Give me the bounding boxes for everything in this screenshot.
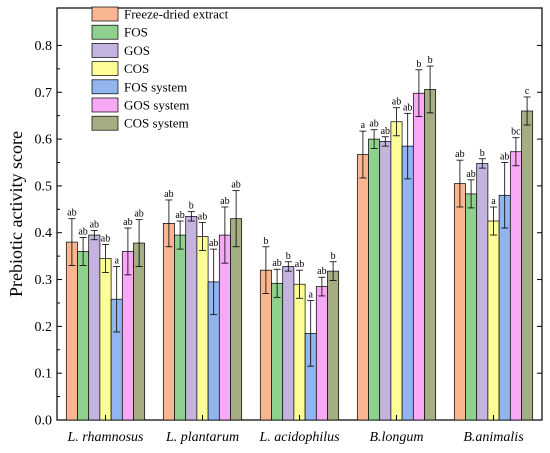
y-tick-label: 0.2 (35, 320, 53, 335)
y-tick-label: 0.0 (35, 414, 53, 429)
bar (315, 286, 328, 421)
significance-label: b (331, 251, 336, 262)
significance-label: a (114, 255, 119, 266)
legend-swatch (91, 79, 119, 95)
significance-label: bc (511, 127, 521, 138)
y-tick-label: 0.4 (35, 226, 53, 241)
significance-label: b (428, 55, 433, 66)
significance-label: ab (164, 189, 173, 200)
legend: Freeze-dried extract FOS GOS COS FOS system G… (91, 6, 229, 131)
significance-label: ab (101, 233, 110, 244)
significance-label: b (416, 59, 421, 70)
bar (196, 236, 209, 421)
x-axis: L. rhamnosus L. plantarum L. acidophilus B.… (67, 415, 524, 445)
bar (230, 218, 243, 421)
y-tick-label: 0.1 (35, 367, 53, 382)
bar (487, 220, 500, 421)
legend-swatch (91, 115, 119, 131)
significance-label: b (480, 148, 485, 159)
significance-label: b (189, 201, 194, 212)
y-axis: 0.0 0.1 0.2 0.3 0.4 0.5 0.6 0.7 0.8 (35, 39, 542, 429)
legend-swatch (91, 97, 119, 113)
significance-label: ab (123, 217, 132, 228)
legend-label: FOS (124, 25, 148, 40)
bar (356, 154, 369, 421)
significance-label: ab (500, 152, 509, 163)
bar (424, 89, 437, 421)
bar (412, 92, 425, 421)
significance-label: ab (403, 102, 412, 113)
bar (521, 110, 534, 421)
bar (453, 183, 466, 421)
significance-label: ab (231, 180, 240, 191)
legend-label: GOS system (124, 98, 189, 113)
category-label: B.longum (369, 430, 423, 445)
legend-label: GOS (124, 43, 150, 58)
bar (498, 194, 511, 421)
significance-label: ab (90, 219, 99, 230)
significance-label: ab (198, 211, 207, 222)
category-label: L. rhamnosus (67, 430, 145, 445)
legend-swatch (91, 6, 119, 22)
bar (174, 234, 187, 421)
bar (99, 258, 112, 421)
bar (401, 145, 414, 421)
bar (133, 242, 146, 421)
significance-label: ab (78, 226, 87, 237)
legend-swatch (91, 61, 119, 76)
significance-label: ab (392, 97, 401, 108)
significance-label: b (286, 251, 291, 262)
bar (162, 223, 175, 421)
bar (390, 121, 403, 421)
y-tick-label: 0.3 (35, 273, 53, 288)
significance-label: ab (67, 208, 76, 219)
bar (465, 193, 478, 421)
significance-label: c (525, 86, 530, 97)
y-tick-label: 0.8 (35, 39, 53, 54)
significance-label: ab (369, 119, 378, 130)
bar (88, 234, 101, 421)
category-label: L. acidophilus (258, 430, 340, 445)
bar (77, 251, 90, 421)
y-tick-label: 0.7 (35, 86, 53, 101)
legend-swatch (91, 24, 119, 40)
y-tick-label: 0.6 (35, 133, 53, 148)
legend-swatch (91, 43, 119, 58)
bar (121, 251, 134, 421)
significance-label: ab (209, 238, 218, 249)
bar (379, 141, 392, 421)
bar (271, 282, 284, 421)
significance-label: ab (272, 258, 281, 269)
significance-label: ab (134, 209, 143, 220)
bar (327, 270, 340, 421)
significance-label: a (361, 120, 366, 131)
category-label: L. plantarum (165, 430, 239, 445)
legend-label: FOS system (124, 79, 187, 94)
legend-label: COS system (124, 116, 189, 131)
significance-label: a (491, 196, 496, 207)
significance-label: ab (455, 149, 464, 160)
bar (65, 241, 78, 421)
significance-label: ab (381, 126, 390, 137)
y-axis-label: Prebiotic activity score (6, 131, 26, 297)
significance-label: ab (317, 266, 326, 277)
significance-label: a (308, 290, 313, 301)
significance-label: ab (466, 169, 475, 180)
bar (368, 138, 381, 421)
bar (476, 163, 489, 421)
legend-label: COS (124, 61, 149, 76)
legend-label: Freeze-dried extract (124, 7, 229, 22)
significance-label: ab (295, 259, 304, 270)
bar (293, 283, 306, 421)
significance-label: b (263, 236, 268, 247)
significance-label: ab (220, 196, 229, 207)
bar (185, 215, 198, 421)
y-tick-label: 0.5 (35, 179, 53, 194)
bar (282, 266, 295, 421)
bar (509, 151, 522, 421)
category-label: B.animalis (463, 430, 524, 445)
significance-label: ab (175, 210, 184, 221)
